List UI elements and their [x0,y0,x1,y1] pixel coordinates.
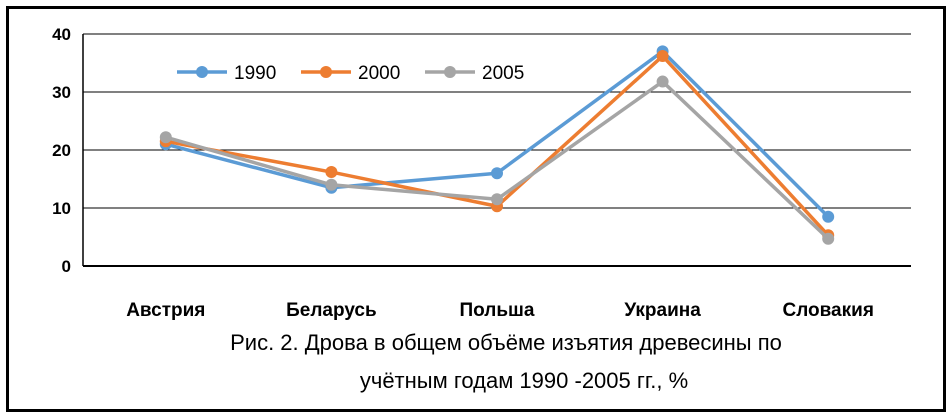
y-tick-label-0: 0 [62,257,71,276]
line-chart: 0 10 20 30 40 Австрия Беларусь Польша Украина Сло… [52,25,911,393]
data-point-2005-2 [491,193,503,206]
y-tick-label-20: 20 [52,141,71,160]
figure-frame: 0 10 20 30 40 Австрия Беларусь Польша Украина Сло… [6,6,946,412]
data-point-1990-2 [491,167,503,180]
legend-label-2005: 2005 [482,63,524,84]
legend-marker-2000 [320,66,332,78]
y-tick-label-10: 10 [52,199,71,218]
y-tick-label-30: 30 [52,83,71,102]
figure-caption-line-2: учётным годам 1990 -2005 гг., % [360,368,688,393]
data-point-2005-1 [325,178,338,191]
x-tick-label-4: Словакия [782,300,873,321]
x-tick-label-2: Польша [460,300,535,321]
y-tick-label-40: 40 [52,25,71,44]
legend-marker-1990 [196,66,208,78]
data-point-2005-0 [159,131,172,144]
data-point-2005-4 [822,232,835,245]
legend-label-1990: 1990 [234,63,276,84]
data-point-2000-3 [656,50,669,63]
x-tick-label-1: Беларусь [286,300,377,321]
data-point-1990-4 [822,210,835,223]
x-tick-label-3: Украина [624,300,701,321]
legend-marker-2005 [444,66,456,78]
figure-caption-line-1: Рис. 2. Дрова в общем объёме изъятия дре… [230,330,782,355]
legend-label-2000: 2000 [358,63,400,84]
x-tick-label-0: Австрия [126,300,205,321]
data-point-2000-1 [325,166,338,179]
data-point-2005-3 [656,75,669,88]
